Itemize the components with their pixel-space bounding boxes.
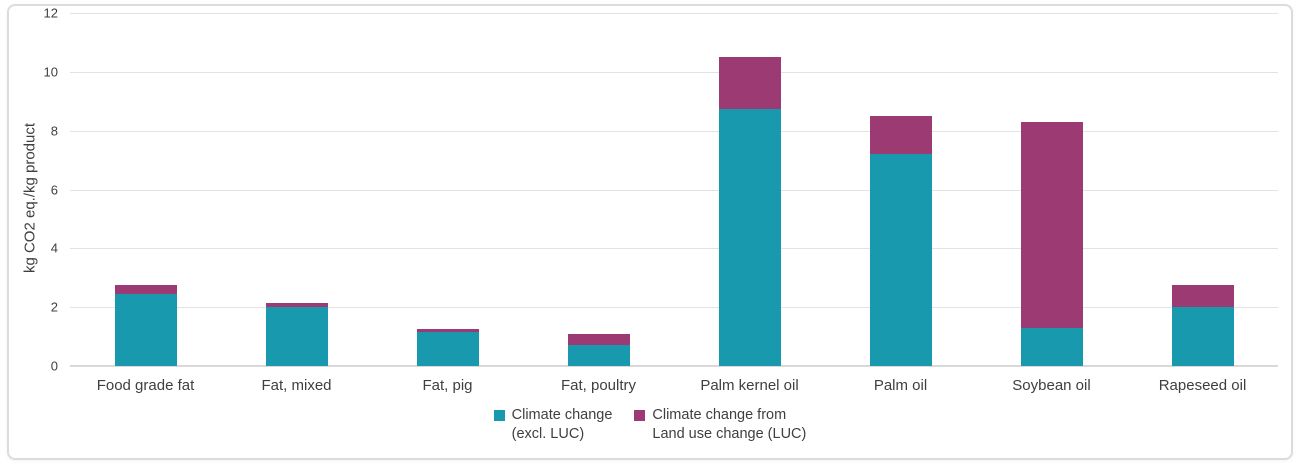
legend-label: Climate change from Land use change (LUC…: [652, 407, 807, 442]
gridline-y8: [70, 130, 1278, 132]
bar-slot-4: [674, 13, 825, 366]
x-axis-category-labels: Food grade fat Fat, mixed Fat, pig Fat, pou…: [70, 377, 1278, 394]
bar-slot-3: [523, 13, 674, 366]
gridline-y6: [70, 189, 1278, 191]
bar-slot-2: [372, 13, 523, 366]
bar-segment: [1171, 307, 1234, 366]
x-category-label-0: Food grade fat: [96, 377, 195, 394]
x-category-label-2: Fat, pig: [422, 377, 473, 394]
bar-segment: [416, 329, 479, 333]
bar-segment: [1020, 327, 1083, 366]
bar-segment: [1171, 285, 1234, 308]
bar-segment: [265, 302, 328, 308]
y-tick-label-2: 2: [50, 299, 58, 315]
gridline-y10: [70, 71, 1278, 73]
stacked-bar-4: [718, 57, 781, 366]
x-category-label-6: Soybean oil: [1012, 377, 1091, 394]
y-tick-label-10: 10: [43, 64, 58, 80]
y-tick-label-6: 6: [50, 182, 58, 197]
legend-swatch-icon: [493, 410, 505, 421]
bar-segment: [718, 57, 781, 109]
y-axis-tick-labels: 0 2 4 6 8 10 12: [0, 6, 58, 374]
bars-container: [70, 13, 1278, 366]
bar-segment: [718, 108, 781, 366]
bar-slot-1: [221, 13, 372, 366]
plot-area: [70, 13, 1278, 367]
gridline-y4: [70, 248, 1278, 250]
stacked-bar-2: [416, 329, 479, 366]
bar-segment: [869, 115, 932, 155]
bar-segment: [416, 332, 479, 366]
bar-segment: [567, 345, 630, 366]
x-category-label-3: Fat, poultry: [560, 377, 637, 394]
bar-segment: [114, 293, 177, 366]
bar-segment: [869, 154, 932, 366]
bar-slot-7: [1127, 13, 1278, 366]
x-category-label-1: Fat, mixed: [261, 377, 332, 394]
y-tick-label-0: 0: [50, 358, 58, 374]
bar-segment: [567, 333, 630, 346]
y-tick-label-4: 4: [50, 240, 58, 256]
bar-slot-5: [825, 13, 976, 366]
y-tick-label-8: 8: [50, 123, 58, 139]
gridline-y2: [70, 307, 1278, 309]
bar-segment: [265, 307, 328, 366]
x-axis-line: [70, 365, 1278, 367]
legend-swatch-icon: [634, 410, 646, 421]
stacked-bar-5: [869, 115, 932, 366]
bar-segment: [1020, 121, 1083, 328]
bar-slot-0: [70, 13, 221, 366]
x-category-label-5: Palm oil: [873, 377, 928, 394]
legend: Climate change (excl. LUC) Climate change…: [0, 406, 1300, 444]
x-category-label-4: Palm kernel oil: [700, 377, 799, 394]
stacked-bar-7: [1171, 285, 1234, 366]
bar-segment: [114, 285, 177, 294]
legend-item-1: Climate change from Land use change (LUC…: [634, 406, 806, 444]
y-tick-label-12: 12: [43, 5, 58, 21]
gridline-y12: [70, 13, 1278, 14]
stacked-bar-3: [567, 333, 630, 366]
stacked-bar-0: [114, 285, 177, 366]
x-category-label-7: Rapeseed oil: [1158, 377, 1247, 394]
bar-slot-6: [976, 13, 1127, 366]
legend-item-0: Climate change (excl. LUC): [493, 406, 613, 444]
stacked-bar-6: [1020, 121, 1083, 366]
stacked-bar-1: [265, 302, 328, 366]
legend-label: Climate change (excl. LUC): [511, 407, 613, 442]
